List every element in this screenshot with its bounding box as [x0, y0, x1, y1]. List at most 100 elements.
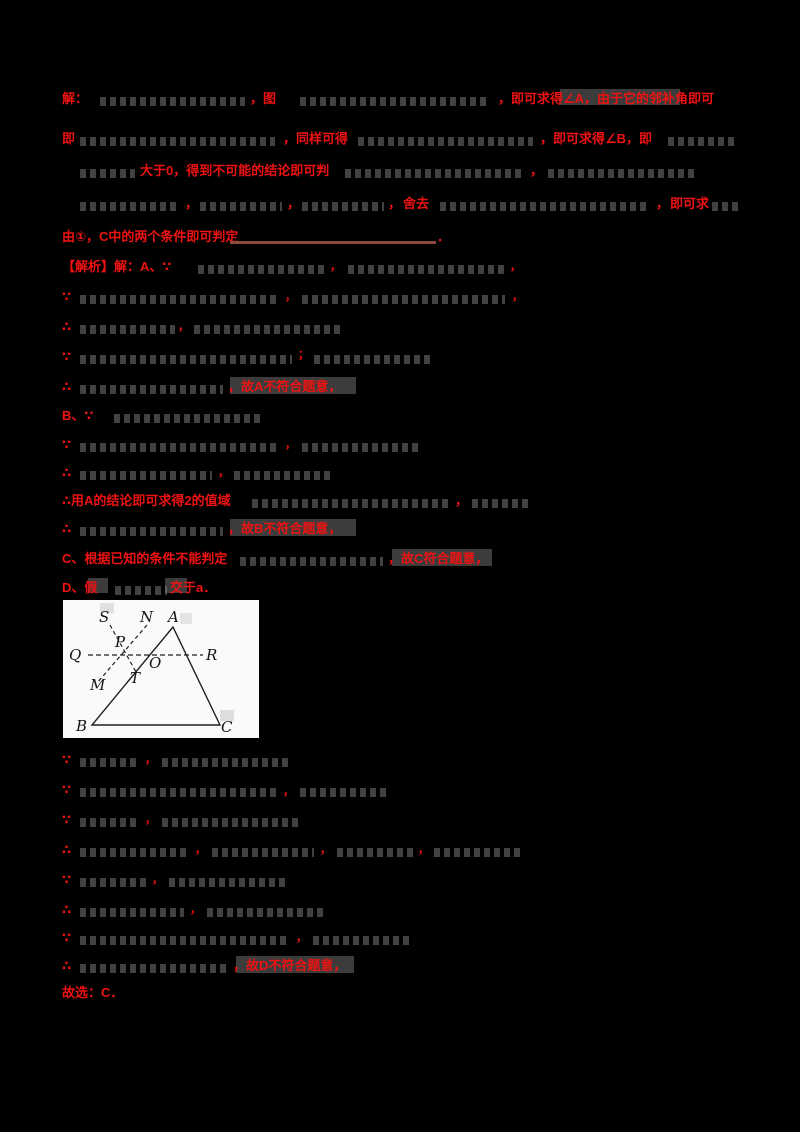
faint-math-text — [345, 169, 523, 178]
solution-text: ∴用A的结论即可求得2的值域 — [62, 493, 231, 508]
conclusion-text: ，故C符合题意， — [388, 551, 489, 566]
option-b-text: B、∵ — [62, 408, 94, 423]
faint-math-text — [472, 499, 530, 508]
because-symbol: ∵ — [62, 782, 72, 797]
because-symbol: ∵ — [62, 812, 72, 827]
solution-text: ， — [330, 261, 341, 273]
solution-text: ，同样可得 — [283, 131, 349, 146]
figure-label-m: M — [89, 676, 106, 694]
solution-text: ， — [656, 196, 670, 211]
figure-label-a: A — [166, 608, 179, 626]
because-symbol: ∵ — [62, 930, 72, 945]
faint-math-text — [162, 758, 290, 767]
solution-text: ， — [320, 844, 331, 856]
solution-text: ， — [283, 786, 294, 798]
faint-math-text — [194, 325, 344, 334]
faint-math-text — [100, 97, 245, 106]
faint-math-text — [80, 325, 175, 334]
solution-text: ， — [512, 291, 523, 303]
triangle-diagram: S N A P Q O R M T B C — [63, 600, 259, 738]
faint-math-text — [313, 936, 411, 945]
final-answer-text: 故选：C． — [62, 985, 124, 1000]
option-c-text: C、根据已知的条件不能判定 — [62, 551, 228, 566]
figure-label-s: S — [99, 608, 109, 626]
solution-text: ， — [190, 904, 201, 916]
faint-math-text — [80, 471, 212, 480]
artifact-box — [220, 710, 234, 721]
figure-label-n: N — [139, 608, 154, 626]
because-symbol: ∵ — [62, 752, 72, 767]
solution-text: ， — [296, 932, 307, 944]
faint-math-text — [198, 265, 326, 274]
solution-text: ，图 — [250, 91, 277, 106]
solution-text: ，即可求得∠A，由于它的邻补角即可 — [498, 91, 715, 106]
faint-math-text — [252, 499, 450, 508]
faint-math-text — [80, 355, 292, 364]
faint-math-text — [80, 788, 276, 797]
therefore-symbol: ∴ — [62, 319, 72, 334]
figure-label-q: Q — [69, 646, 81, 664]
figure-label-b: B — [75, 717, 87, 735]
faint-math-text — [234, 471, 334, 480]
faint-math-text — [169, 878, 287, 887]
faint-math-text — [80, 527, 223, 536]
solution-text: 舍去 — [403, 196, 430, 211]
faint-math-text — [212, 848, 314, 857]
faint-math-text — [80, 295, 280, 304]
faint-math-text — [114, 414, 264, 423]
figure-label-c: C — [221, 718, 233, 736]
faint-math-text — [80, 818, 140, 827]
faint-math-text — [200, 202, 282, 211]
faint-math-text — [80, 758, 140, 767]
blank-underline — [230, 241, 436, 244]
artifact-box — [180, 613, 192, 624]
statement-text: ． — [437, 229, 451, 244]
faint-math-text — [80, 878, 146, 887]
solution-text: 解： — [62, 91, 89, 106]
triangle-figure: S N A P Q O R M T B C — [63, 600, 259, 738]
artifact-box — [165, 578, 187, 593]
artifact-box — [560, 89, 680, 105]
solution-text: 即 — [62, 131, 76, 146]
artifact-box — [230, 519, 356, 536]
faint-math-text — [80, 908, 184, 917]
faint-math-text — [302, 443, 420, 452]
because-symbol: ∵ — [62, 437, 72, 452]
artifact-box — [88, 578, 108, 593]
therefore-symbol: ∴ — [62, 465, 72, 480]
solution-text: ， — [285, 439, 296, 451]
statement-text: 由①，C中的两个条件即可判定 — [62, 229, 239, 244]
solution-text: ， — [510, 261, 521, 273]
option-d-text: 交于a． — [170, 580, 217, 595]
solution-text: ， — [152, 874, 163, 886]
solution-text: ， — [185, 196, 199, 211]
solution-text: ， — [455, 493, 469, 508]
therefore-symbol: ∴ — [62, 958, 72, 973]
figure-label-o: O — [149, 654, 161, 672]
figure-label-r: R — [205, 646, 217, 664]
solution-text: ， — [178, 321, 189, 333]
faint-math-text — [348, 265, 506, 274]
artifact-box — [230, 377, 356, 394]
solution-text: ， — [218, 467, 229, 479]
faint-math-text — [548, 169, 698, 178]
conclusion-text: ，故D不符合题意， — [233, 958, 347, 973]
dashed-line-nm — [96, 624, 148, 684]
artifact-box — [392, 549, 492, 566]
faint-math-text — [314, 355, 432, 364]
faint-math-text — [337, 848, 413, 857]
faint-math-text — [300, 97, 490, 106]
solution-text: ， — [418, 844, 429, 856]
therefore-symbol: ∴ — [62, 379, 72, 394]
dashed-line-st — [109, 624, 137, 673]
faint-math-text — [162, 818, 298, 827]
solution-text: ， — [388, 196, 402, 211]
because-symbol: ∵ — [62, 289, 72, 304]
faint-math-text — [207, 908, 323, 917]
faint-math-text — [80, 385, 223, 394]
faint-math-text — [302, 202, 384, 211]
solution-text: ， — [530, 163, 544, 178]
solution-text: ， — [145, 754, 156, 766]
option-d-text: D、假 — [62, 580, 98, 595]
